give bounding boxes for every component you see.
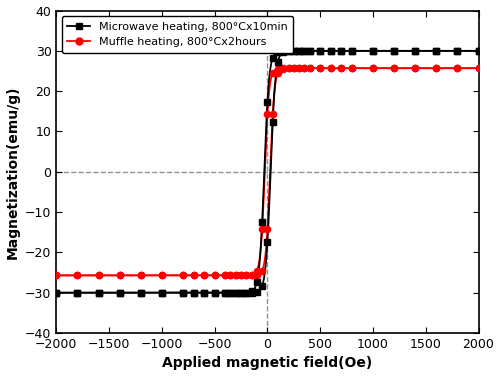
- Legend: Microwave heating, 800°Cx10min, Muffle heating, 800°Cx2hours: Microwave heating, 800°Cx10min, Muffle h…: [62, 16, 293, 53]
- X-axis label: Applied magnetic field(Oe): Applied magnetic field(Oe): [162, 356, 372, 370]
- Y-axis label: Magnetization(emu/g): Magnetization(emu/g): [6, 85, 20, 259]
